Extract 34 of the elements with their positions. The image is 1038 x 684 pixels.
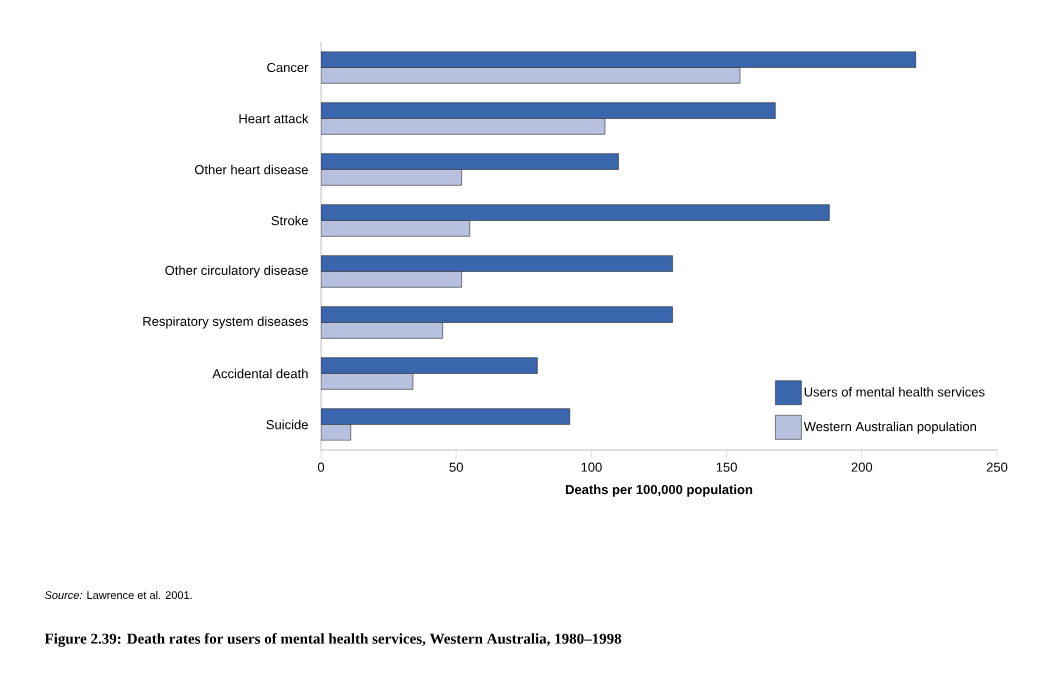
- y-tick-label: Respiratory system diseases: [143, 316, 308, 329]
- bar: [321, 169, 462, 186]
- y-tick-label: Accidental death: [212, 368, 308, 379]
- bar: [321, 271, 462, 288]
- legend-label: Western Australian population: [803, 421, 977, 434]
- bar: [321, 357, 538, 374]
- x-tick-label: 0: [317, 462, 325, 472]
- bar: [321, 373, 414, 390]
- bar: [321, 220, 471, 237]
- bar: [321, 306, 673, 323]
- bar: [321, 51, 917, 68]
- bar: [321, 153, 619, 170]
- x-tick-label: 200: [851, 462, 873, 472]
- y-tick-label: Heart attack: [239, 113, 309, 124]
- bar: [321, 322, 443, 339]
- x-tick-label: 100: [581, 462, 602, 472]
- bar: [321, 118, 606, 135]
- y-tick-label: Other heart disease: [194, 164, 308, 175]
- x-tick-label: 50: [449, 462, 463, 472]
- y-tick-label: Suicide: [266, 419, 308, 430]
- y-tick-label: Cancer: [267, 62, 309, 73]
- legend-label: Users of mental health services: [804, 387, 985, 397]
- text: Figure 2.39: Death rates for users of mental health services, Western Australia, 1980–1998: [44, 633, 622, 647]
- bar: [321, 102, 776, 119]
- text: Source: Lawrence et al. 2001.: [44, 590, 192, 600]
- bar: [321, 204, 830, 221]
- bar: [321, 255, 673, 272]
- y-tick-label: Other circulatory disease: [165, 265, 308, 278]
- x-axis-title: Deaths per 100,000 population: [565, 484, 753, 497]
- bar: [321, 408, 571, 425]
- bar: [321, 67, 741, 84]
- x-tick-label: 150: [716, 462, 737, 472]
- x-tick-label: 250: [986, 462, 1008, 472]
- y-tick-label: Stroke: [271, 215, 308, 226]
